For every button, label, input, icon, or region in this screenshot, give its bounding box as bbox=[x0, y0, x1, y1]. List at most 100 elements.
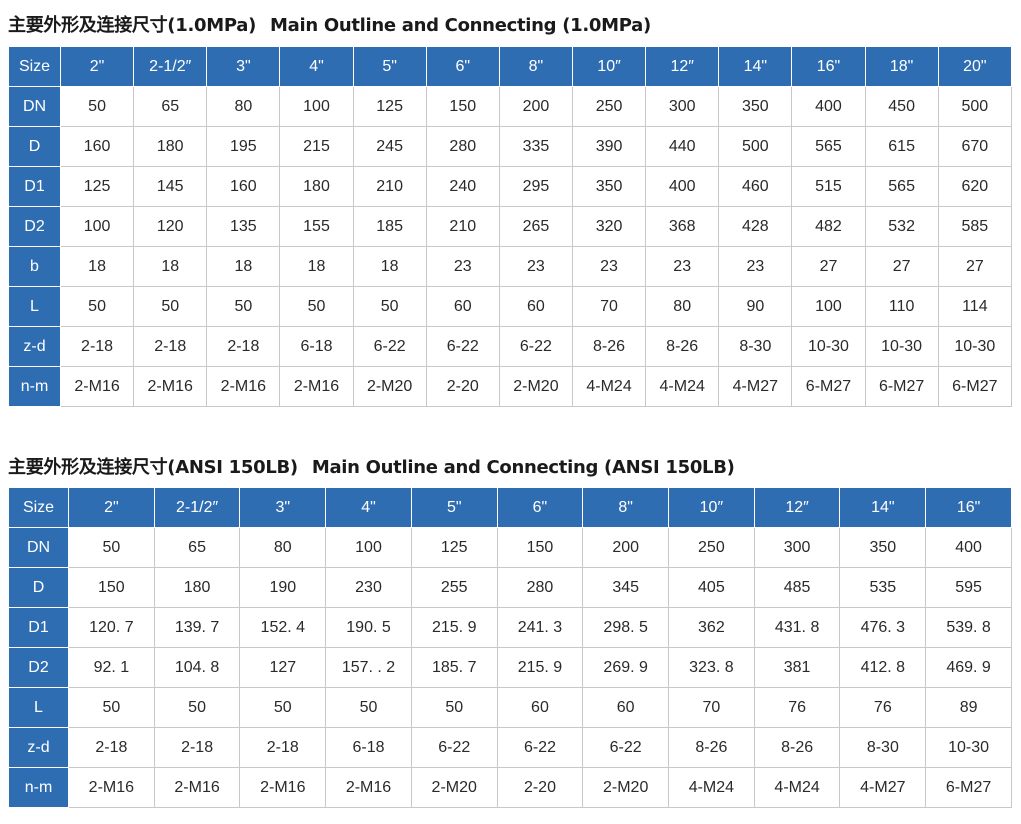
table-cell: 6-M27 bbox=[925, 767, 1012, 808]
size-header-cell: 2-1/2″ bbox=[153, 487, 241, 528]
table-cell: 180 bbox=[153, 567, 241, 608]
table-cell: 110 bbox=[864, 286, 939, 327]
size-header-cell: 3" bbox=[239, 487, 327, 528]
section-title-cn: 主要外形及连接尺寸(1.0MPa) bbox=[8, 15, 257, 36]
table-cell: 345 bbox=[582, 567, 670, 608]
table-cell: 400 bbox=[925, 527, 1012, 568]
table-cell: 92. 1 bbox=[68, 647, 155, 688]
table-cell: 350 bbox=[571, 166, 647, 207]
table-cell: 428 bbox=[718, 206, 793, 247]
table-cell: 6-22 bbox=[410, 727, 498, 768]
table-row: D2 100 120 135 155 185 210 265 320 368 428 482 532 58… bbox=[8, 206, 1013, 247]
table-cell: 18 bbox=[133, 246, 208, 287]
table-cell: 60 bbox=[425, 286, 500, 327]
table-cell: 27 bbox=[791, 246, 866, 287]
table-row: n-m 2-M16 2-M16 2-M16 2-M16 2-M20 2-20 2-M20 4-M… bbox=[8, 767, 1012, 808]
size-header-cell: 10″ bbox=[668, 487, 755, 528]
table-cell: 215 bbox=[279, 126, 354, 167]
table-cell: 152. 4 bbox=[239, 607, 327, 648]
table-cell: 80 bbox=[239, 527, 327, 568]
table-cell: 335 bbox=[498, 126, 573, 167]
row-label-cell: n-m bbox=[8, 767, 69, 808]
table-cell: 210 bbox=[352, 166, 427, 207]
table-row: D1 120. 7 139. 7 152. 4 190. 5 215. 9 241. 3 29… bbox=[8, 607, 1012, 648]
row-label-cell: D bbox=[8, 126, 61, 167]
table-cell: 200 bbox=[582, 527, 670, 568]
table-cell: 8-30 bbox=[839, 727, 927, 768]
table-cell: 400 bbox=[645, 166, 720, 207]
table-cell: 2-M16 bbox=[325, 767, 412, 808]
section-title-ansi150lb: 主要外形及连接尺寸(ANSI 150LB) Main Outline and Co… bbox=[8, 453, 735, 479]
table-cell: 2-M16 bbox=[239, 767, 327, 808]
table-cell: 23 bbox=[425, 246, 500, 287]
table-cell: 23 bbox=[718, 246, 793, 287]
table-cell: 70 bbox=[668, 687, 755, 728]
section-title-en: Main Outline and Connecting (ANSI 150LB) bbox=[311, 457, 735, 478]
table-cell: 6-22 bbox=[582, 727, 670, 768]
table-cell: 250 bbox=[571, 86, 647, 127]
size-header-cell: 2" bbox=[59, 46, 135, 87]
table-cell: 80 bbox=[645, 286, 720, 327]
table-row: D2 92. 1 104. 8 127 157. . 2 185. 7 215. 9 269.… bbox=[8, 647, 1012, 688]
table-cell: 4-M24 bbox=[645, 366, 720, 407]
table-row: b 18 18 18 18 18 23 23 23 23 23 27 27 27 bbox=[8, 246, 1013, 287]
table-cell: 50 bbox=[279, 286, 354, 327]
table-cell: 120 bbox=[133, 206, 208, 247]
table-cell: 50 bbox=[59, 286, 135, 327]
table-cell: 350 bbox=[718, 86, 793, 127]
size-header-cell: 5" bbox=[352, 46, 427, 87]
size-header-cell: 12″ bbox=[645, 46, 720, 87]
table-cell: 6-18 bbox=[279, 326, 354, 367]
table-cell: 50 bbox=[153, 687, 241, 728]
table-cell: 585 bbox=[937, 206, 1013, 247]
table-cell: 405 bbox=[668, 567, 755, 608]
table-cell: 150 bbox=[496, 527, 584, 568]
row-label-cell: L bbox=[8, 687, 69, 728]
table-cell: 18 bbox=[352, 246, 427, 287]
table-cell: 50 bbox=[206, 286, 281, 327]
table-cell: 23 bbox=[571, 246, 647, 287]
section-title-en: Main Outline and Connecting (1.0MPa) bbox=[270, 15, 651, 36]
size-header-cell: 10″ bbox=[571, 46, 647, 87]
table-cell: 76 bbox=[753, 687, 841, 728]
table-cell: 245 bbox=[352, 126, 427, 167]
size-header-cell: 14" bbox=[839, 487, 927, 528]
table-cell: 114 bbox=[937, 286, 1013, 327]
table-cell: 60 bbox=[582, 687, 670, 728]
table-cell: 265 bbox=[498, 206, 573, 247]
table-cell: 60 bbox=[498, 286, 573, 327]
table-cell: 485 bbox=[753, 567, 841, 608]
table-cell: 215. 9 bbox=[496, 647, 584, 688]
table-cell: 185 bbox=[352, 206, 427, 247]
table-cell: 150 bbox=[68, 567, 155, 608]
table-row: L 50 50 50 50 50 60 60 70 80 90 100 110 114 bbox=[8, 286, 1013, 327]
table-cell: 300 bbox=[753, 527, 841, 568]
table-cell: 160 bbox=[206, 166, 281, 207]
table-cell: 539. 8 bbox=[925, 607, 1012, 648]
table-header-row: Size 2" 2-1/2″ 3" 4" 5" 6" 8" 10″ 12″ 14" 16" bbox=[8, 487, 1012, 528]
table-cell: 2-18 bbox=[239, 727, 327, 768]
table-cell: 500 bbox=[937, 86, 1013, 127]
table-cell: 180 bbox=[279, 166, 354, 207]
table-cell: 350 bbox=[839, 527, 927, 568]
table-cell: 595 bbox=[925, 567, 1012, 608]
table-cell: 6-M27 bbox=[937, 366, 1013, 407]
table-cell: 185. 7 bbox=[410, 647, 498, 688]
table-cell: 65 bbox=[153, 527, 241, 568]
table-cell: 2-18 bbox=[59, 326, 135, 367]
table-cell: 615 bbox=[864, 126, 939, 167]
size-header-cell: 4" bbox=[279, 46, 354, 87]
table-cell: 8-30 bbox=[718, 326, 793, 367]
table-cell: 2-M16 bbox=[206, 366, 281, 407]
table-cell: 2-M16 bbox=[68, 767, 155, 808]
table-row: D1 125 145 160 180 210 240 295 350 400 460 515 565 62… bbox=[8, 166, 1013, 207]
table-cell: 120. 7 bbox=[68, 607, 155, 648]
table-cell: 125 bbox=[352, 86, 427, 127]
table-cell: 295 bbox=[498, 166, 573, 207]
table-cell: 104. 8 bbox=[153, 647, 241, 688]
row-label-cell: D bbox=[8, 567, 69, 608]
size-header-cell: 6" bbox=[496, 487, 584, 528]
table-cell: 100 bbox=[325, 527, 412, 568]
table-cell: 125 bbox=[410, 527, 498, 568]
table-cell: 2-18 bbox=[133, 326, 208, 367]
